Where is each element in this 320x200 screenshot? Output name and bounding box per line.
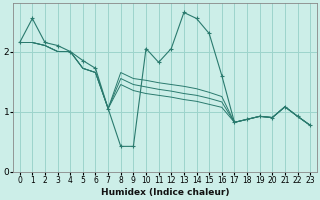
X-axis label: Humidex (Indice chaleur): Humidex (Indice chaleur) bbox=[101, 188, 229, 197]
